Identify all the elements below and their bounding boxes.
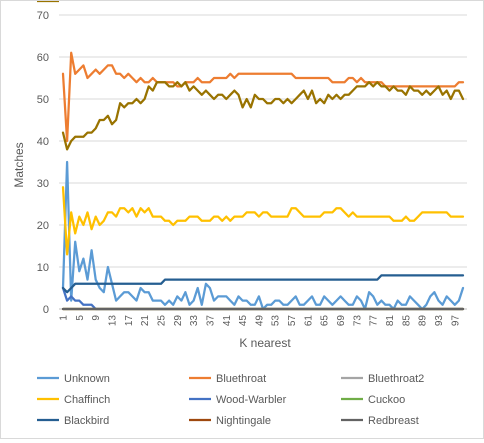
legend-label-blackbird: Blackbird <box>64 415 109 427</box>
y-tick-label: 10 <box>37 262 49 274</box>
x-tick-label: 45 <box>238 315 249 327</box>
y-tick-labels: 0 10 20 30 40 50 60 70 <box>37 10 49 316</box>
x-tick-label: 61 <box>303 315 314 327</box>
y-tick-label: 30 <box>37 178 49 190</box>
legend-label-unknown: Unknown <box>64 373 110 385</box>
x-tick-label: 49 <box>254 315 265 327</box>
x-tick-label: 37 <box>205 315 216 327</box>
x-tick-label: 17 <box>124 315 135 327</box>
x-tick-label: 9 <box>91 315 102 321</box>
series-line-unknown <box>61 160 465 311</box>
legend-label-chaffinch: Chaffinch <box>64 394 110 406</box>
series-line-blackbird <box>61 274 465 294</box>
series-line-chaffinch <box>61 186 465 256</box>
x-tick-label: 85 <box>401 315 412 327</box>
legend-label-bluethroat2: Bluethroat2 <box>368 373 424 385</box>
y-tick-label: 40 <box>37 136 49 148</box>
legend: Unknown Bluethroat Bluethroat2 Chaffinch Woo… <box>37 0 424 427</box>
x-tick-label: 93 <box>434 315 445 327</box>
x-tick-label: 65 <box>320 315 331 327</box>
x-tick-label: 89 <box>418 315 429 327</box>
y-tick-label: 50 <box>37 94 49 106</box>
x-tick-label: 25 <box>156 315 167 327</box>
legend-label-bluethroat: Bluethroat <box>216 373 266 385</box>
x-tick-label: 73 <box>352 315 363 327</box>
x-tick-label: 57 <box>287 315 298 327</box>
x-tick-label: 1 <box>59 315 70 321</box>
x-tick-label: 13 <box>107 315 118 327</box>
x-tick-labels: 1 5 9 13 17 21 25 29 33 37 41 45 49 53 57 61 65 69 73 77 81 8… <box>59 315 462 327</box>
legend-label-redbreast: Redbreast <box>368 415 419 427</box>
series-line-great-tit <box>61 81 465 151</box>
x-tick-label: 69 <box>336 315 347 327</box>
y-tick-label: 20 <box>37 220 49 232</box>
x-tick-label: 81 <box>385 315 396 327</box>
x-tick-label: 5 <box>75 315 86 321</box>
series-line-bluethroat <box>61 51 465 143</box>
legend-label-nightingale: Nightingale <box>216 415 271 427</box>
x-tick-label: 21 <box>140 315 151 327</box>
x-tick-label: 41 <box>222 315 233 327</box>
x-tick-label: 53 <box>271 315 282 327</box>
y-tick-label: 60 <box>37 52 49 64</box>
x-tick-label: 77 <box>369 315 380 327</box>
y-tick-label: 70 <box>37 10 49 22</box>
x-tick-label: 29 <box>173 315 184 327</box>
legend-label-cuckoo: Cuckoo <box>368 394 405 406</box>
series-lines <box>61 51 465 311</box>
y-axis-title: Matches <box>12 142 26 187</box>
y-tick-label: 0 <box>43 304 49 316</box>
x-tick-label: 33 <box>189 315 200 327</box>
legend-label-great-tit: Great-Tit <box>64 1 107 4</box>
x-tick-label: 97 <box>450 315 461 327</box>
gridlines <box>59 14 467 310</box>
x-axis-title: K nearest <box>239 336 291 350</box>
legend-label-wood-warbler: Wood-Warbler <box>216 394 287 406</box>
